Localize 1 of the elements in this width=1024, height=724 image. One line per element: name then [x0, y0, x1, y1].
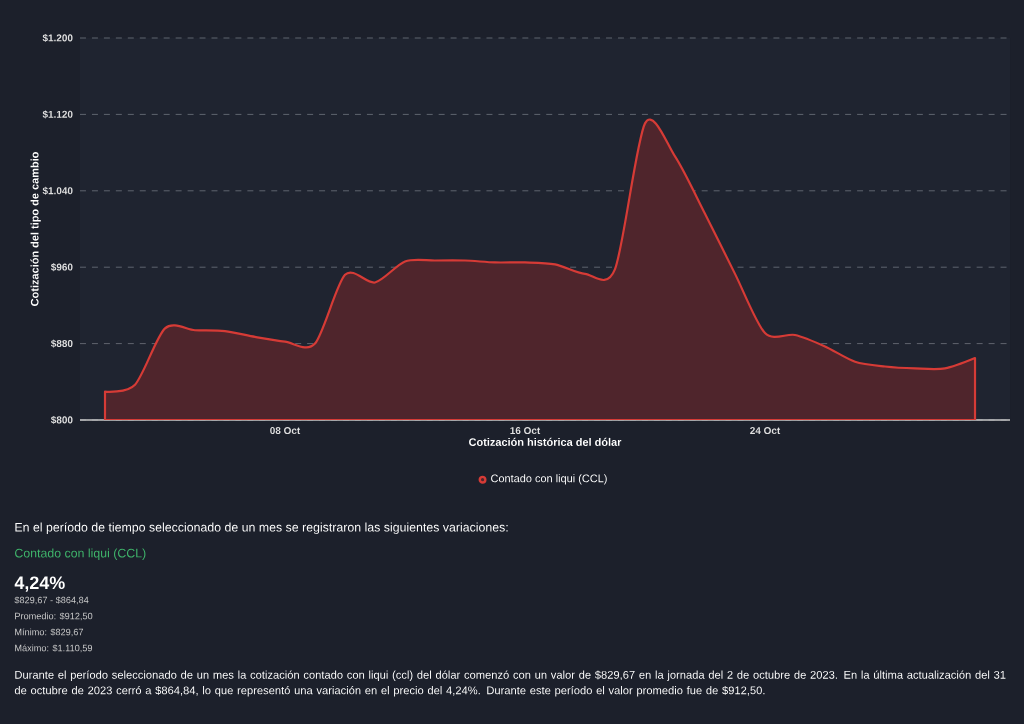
text: 4,24%: [14, 576, 65, 592]
